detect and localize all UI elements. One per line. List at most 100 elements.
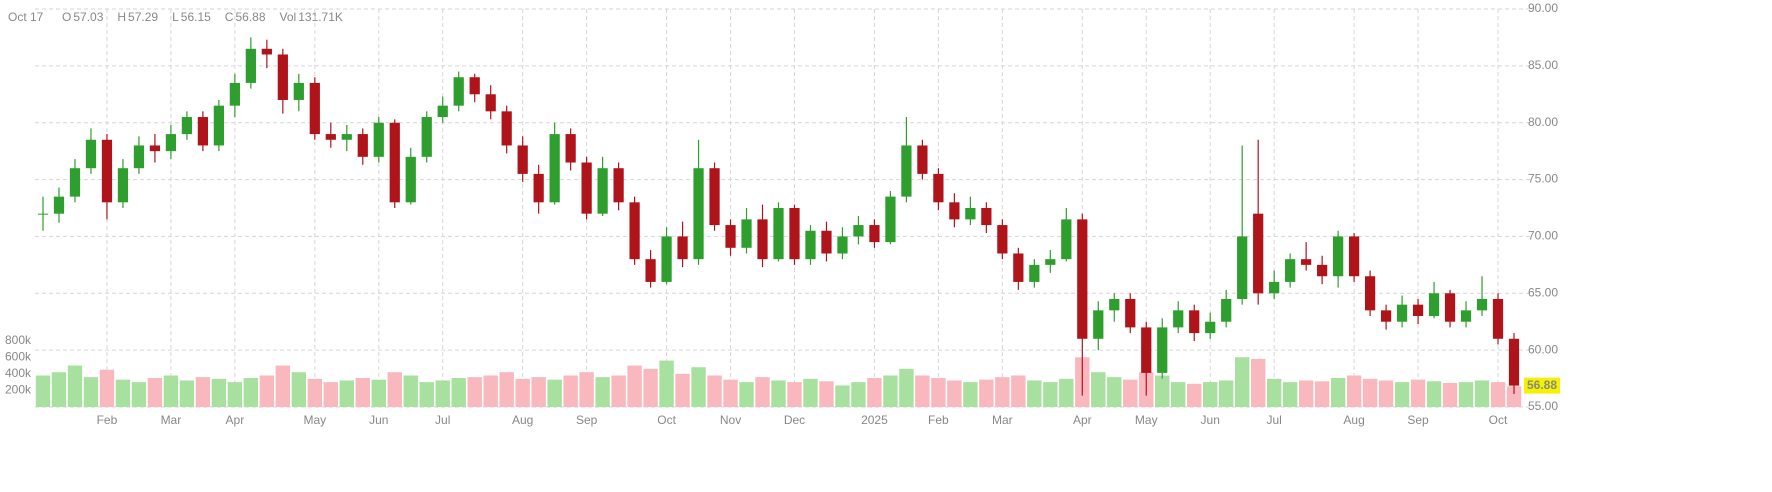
volume-bar: [403, 375, 418, 407]
volume-bar: [1203, 382, 1218, 407]
candle-body: [965, 208, 976, 220]
x-tick-label: Dec: [784, 413, 805, 427]
volume-bar: [1155, 375, 1170, 407]
volume-bar: [323, 382, 338, 407]
candle-body: [1173, 310, 1184, 328]
candle-body: [1221, 298, 1232, 322]
candle-body: [885, 196, 896, 243]
volume-bar: [867, 377, 882, 407]
candle-body: [549, 134, 560, 203]
volume-bar: [499, 372, 514, 407]
last-price-label: 56.88: [1527, 378, 1557, 392]
volume-tick-label: 600k: [5, 349, 32, 363]
volume-bar: [1059, 378, 1074, 407]
volume-bar: [1410, 379, 1426, 407]
candle-body: [437, 105, 448, 118]
volume-bar: [643, 368, 658, 407]
candle-body: [661, 236, 672, 282]
header-label: H: [117, 10, 126, 24]
volume-bar: [883, 375, 898, 407]
candle-body: [469, 77, 480, 95]
volume-bar: [451, 377, 466, 407]
volume-bar: [627, 365, 642, 407]
candle-body: [837, 236, 848, 254]
header-label: L: [172, 10, 179, 24]
candle-body: [1285, 259, 1296, 282]
volume-bar: [131, 382, 147, 407]
candle-body: [261, 48, 272, 55]
volume-bar: [1346, 375, 1362, 407]
volume-bar: [163, 375, 179, 407]
volume-bar: [723, 379, 738, 407]
x-tick-label: Aug: [512, 413, 533, 427]
volume-bar: [419, 382, 434, 407]
volume-bar: [691, 367, 706, 407]
candle-body: [69, 168, 81, 197]
volume-bar: [1123, 379, 1138, 407]
x-tick-label: Jun: [1201, 413, 1220, 427]
candle-body: [645, 259, 656, 282]
volume-bar: [915, 375, 930, 407]
y-tick-label: 60.00: [1528, 342, 1558, 356]
x-tick-label: Feb: [97, 413, 118, 427]
volume-bar: [1011, 375, 1026, 407]
candle-body: [1093, 310, 1104, 339]
candle-body: [341, 134, 352, 140]
volume-bar: [1107, 377, 1122, 407]
header-date: Oct 17: [8, 10, 44, 24]
candle-body: [325, 134, 336, 140]
last-price-tag: [1524, 377, 1560, 394]
candle-body: [1269, 281, 1280, 294]
candle-body: [773, 208, 784, 260]
candle-body: [1013, 253, 1024, 282]
candle-body: [37, 213, 49, 215]
candle-body: [629, 202, 640, 260]
volume-bar: [1043, 382, 1058, 407]
volume-bar: [115, 379, 131, 407]
y-tick-label: 70.00: [1528, 229, 1558, 243]
header-label: O: [62, 10, 71, 24]
x-tick-label: Feb: [928, 413, 949, 427]
volume-bar: [387, 372, 402, 407]
candle-body: [309, 82, 320, 135]
candle-body: [293, 82, 304, 100]
candle-body: [709, 168, 720, 226]
x-tick-label: Oct: [657, 413, 676, 427]
candle-body: [1141, 327, 1152, 373]
x-tick-label: Aug: [1343, 413, 1364, 427]
volume-bar: [739, 382, 754, 407]
candle-body: [1396, 304, 1408, 322]
candle-body: [197, 117, 209, 146]
candle-body: [1444, 293, 1456, 322]
candle-body: [1508, 338, 1520, 386]
candle-body: [533, 173, 544, 203]
x-tick-label: Sep: [1407, 413, 1429, 427]
volume-bar: [931, 377, 946, 407]
candle-body: [117, 168, 129, 203]
candle-body: [997, 225, 1008, 254]
volume-bar: [1282, 382, 1298, 407]
volume-bar: [1442, 382, 1458, 407]
candle-body: [1253, 213, 1264, 294]
candle-body: [53, 196, 65, 214]
y-tick-label: 65.00: [1528, 285, 1558, 299]
candle-body: [1077, 219, 1088, 339]
candle-body: [229, 82, 240, 106]
volume-bar: [1458, 382, 1474, 407]
x-tick-label: Sep: [576, 413, 598, 427]
volume-bar: [835, 385, 850, 407]
volume-bar: [51, 372, 67, 407]
y-tick-label: 80.00: [1528, 115, 1558, 129]
candle-body: [933, 173, 944, 203]
candle-body: [1301, 259, 1312, 265]
volume-bar: [1426, 381, 1442, 407]
candle-body: [1157, 327, 1168, 373]
candle-body: [565, 134, 576, 163]
candle-body: [1045, 259, 1056, 265]
header-value: 56.88: [235, 10, 265, 24]
candle-body: [869, 225, 880, 243]
x-tick-label: Nov: [720, 413, 741, 427]
volume-tick-label: 400k: [5, 366, 32, 380]
volume-bar: [1378, 380, 1394, 407]
